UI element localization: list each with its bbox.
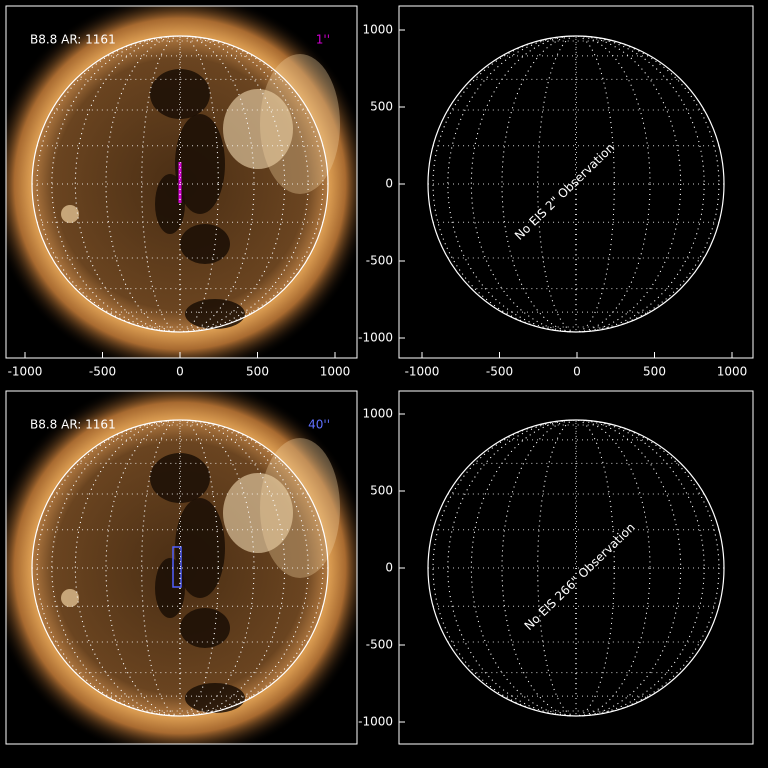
longitude-line [141,419,219,717]
coronal-hole [175,114,225,214]
x-tick-label: 0 [573,365,581,379]
y-tick-label: 500 [370,100,393,114]
x-tick-label: 1000 [320,365,351,379]
label: B8.8 AR: 1161 [30,33,116,47]
longitude-line [447,419,705,717]
x-tick-label: -500 [89,365,116,379]
x-tick-label: -1000 [405,365,440,379]
limb [427,419,725,717]
slit-label: 1'' [316,33,330,47]
y-tick-label: -500 [366,638,393,652]
y-tick-label: 1000 [362,23,393,37]
longitude-line [179,35,181,333]
bright-point [61,205,79,223]
frame [5,390,358,745]
longitude-line [447,35,705,333]
x-tick-label: 0 [176,365,184,379]
longitude-line [74,419,286,717]
x-tick-label: 500 [246,365,269,379]
coronal-hole [155,174,185,234]
longitude-line [74,35,286,333]
y-tick-label: 1000 [362,407,393,421]
coronal-hole [180,608,230,648]
x-tick-label: -500 [486,365,513,379]
limb [427,35,725,333]
longitude-line [575,35,577,333]
coronal-hole [185,299,245,329]
limb [31,419,329,717]
longitude-line [141,35,219,333]
active-region [223,473,293,553]
longitude-line [537,35,615,333]
longitude-line [501,35,651,333]
message: No EIS 266" Observation [522,520,638,633]
limb-bright [260,438,340,578]
frame [398,5,754,359]
active-region [223,89,293,169]
longitude-line [51,419,309,717]
coronal-hole [185,683,245,713]
label: B8.8 AR: 1161 [30,418,116,432]
longitude-line [575,419,577,717]
limb-bright [260,54,340,194]
frame [5,5,358,359]
y-tick-label: -1000 [358,715,393,729]
y-tick-label: 500 [370,484,393,498]
y-tick-label: -1000 [358,331,393,345]
longitude-line [470,35,682,333]
y-tick-label: 0 [385,177,393,191]
x-tick-label: -1000 [8,365,43,379]
y-tick-label: 0 [385,561,393,575]
limb [31,35,329,333]
longitude-line [501,419,651,717]
y-tick-label: -500 [366,254,393,268]
longitude-line [179,419,181,717]
coronal-hole [180,224,230,264]
longitude-line [105,419,255,717]
slit-label: 40'' [308,418,330,432]
message: No EIS 2" Observation [512,141,617,243]
longitude-line [470,419,682,717]
coronal-hole [155,558,185,618]
longitude-line [51,35,309,333]
longitude-line [537,419,615,717]
bright-point [61,589,79,607]
longitude-line [105,35,255,333]
sun-image [6,6,357,358]
x-tick-label: 500 [643,365,666,379]
x-tick-label: 1000 [717,365,748,379]
slit-raster [172,546,182,588]
coronal-hole [175,498,225,598]
